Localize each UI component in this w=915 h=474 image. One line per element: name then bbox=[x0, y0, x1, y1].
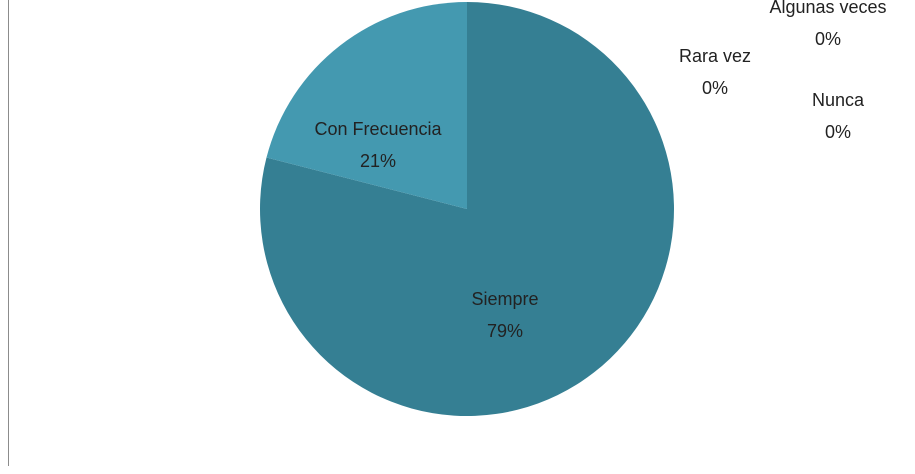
slice-label: Algunas veces bbox=[769, 0, 886, 17]
slice-value-label: 0% bbox=[825, 122, 851, 142]
slice-label: Con Frecuencia bbox=[314, 119, 442, 139]
slice-label: Rara vez bbox=[679, 46, 751, 66]
slice-label: Siempre bbox=[471, 289, 538, 309]
slice-label: Nunca bbox=[812, 90, 865, 110]
slice-value-label: 0% bbox=[815, 29, 841, 49]
pie-slice bbox=[260, 2, 674, 417]
slice-value-label: 0% bbox=[702, 78, 728, 98]
pie-slice bbox=[266, 2, 467, 209]
slice-value-label: 79% bbox=[487, 321, 523, 341]
slice-value-label: 21% bbox=[360, 151, 396, 171]
